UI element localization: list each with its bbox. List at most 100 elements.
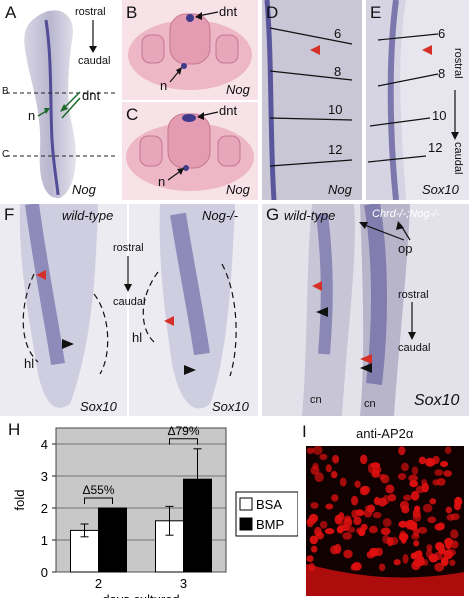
panel-a-gene: Nog	[72, 182, 96, 197]
panel-f-wildtype-label: wild-type	[62, 208, 114, 223]
cell-nucleus	[378, 563, 386, 572]
y-tick-label: 2	[41, 501, 48, 516]
section-c-mark: C	[2, 149, 10, 160]
panel-b-gene: Nog	[226, 82, 250, 97]
panel-g-op-label: op	[398, 241, 413, 256]
panel-g-embryo-image	[302, 204, 416, 416]
panel-f-caudal-label: caudal	[113, 296, 146, 308]
cell-nucleus	[413, 540, 420, 547]
cell-nucleus	[306, 555, 314, 563]
cell-nucleus	[403, 494, 412, 501]
panel-f-gene-left: Sox10	[80, 399, 117, 414]
panel-d-level-12: 12	[328, 142, 343, 157]
cell-nucleus	[347, 526, 356, 533]
cell-nucleus	[398, 446, 406, 456]
panel-d-gene: Nog	[328, 182, 352, 197]
caudal-label: caudal	[78, 55, 111, 67]
panel-a-embryo-image	[6, 10, 116, 199]
panel-g-wildtype-label: wild-type	[284, 208, 336, 223]
cell-nucleus	[449, 559, 456, 566]
n-label: n	[28, 108, 36, 123]
cell-nucleus	[354, 480, 361, 488]
cell-nucleus	[306, 447, 315, 454]
cell-nucleus	[324, 528, 335, 535]
cell-nucleus	[377, 497, 387, 507]
cell-nucleus	[342, 532, 352, 540]
cell-nucleus	[450, 540, 459, 549]
panel-e-rostral-label: rostral	[452, 48, 464, 79]
cell-nucleus	[444, 446, 452, 454]
cell-nucleus	[446, 549, 456, 557]
comparison-bracket	[169, 438, 198, 445]
panel-h-letter: H	[8, 420, 21, 439]
cell-nucleus	[409, 480, 419, 488]
cell-nucleus	[360, 523, 368, 531]
cell-nucleus	[368, 525, 378, 534]
cell-nucleus	[417, 526, 428, 534]
cell-nucleus	[334, 543, 342, 554]
cell-nucleus	[386, 537, 394, 547]
cell-nucleus	[351, 495, 359, 506]
cell-nucleus	[325, 464, 332, 473]
y-tick-label: 3	[41, 469, 48, 484]
ap2-immunostain-image	[306, 446, 464, 596]
cell-nucleus	[426, 544, 433, 552]
panel-h-chart: H 0 1 2 3 4 fold 2 Δ55% 3 Δ79% days cultured BSA BMP	[8, 420, 298, 598]
dnt-label: dnt	[82, 88, 101, 103]
cell-nucleus	[363, 509, 373, 518]
panel-e-level-10: 10	[432, 108, 447, 123]
cell-nucleus	[380, 527, 391, 536]
cell-nucleus	[360, 454, 368, 465]
panel-g: G wild-type Chrd-/-;Nog-/- op rostral ca…	[262, 204, 469, 416]
cell-nucleus	[313, 446, 323, 455]
panel-a: A rostral caudal B C dnt n Nog	[0, 0, 118, 200]
cell-nucleus	[401, 462, 409, 472]
cell-nucleus	[382, 518, 392, 527]
cell-nucleus	[412, 512, 422, 522]
panel-g-letter: G	[266, 205, 280, 224]
cell-nucleus	[434, 469, 444, 476]
panel-c-gene: Nog	[226, 182, 250, 197]
panel-e-level-6: 6	[438, 26, 446, 41]
cell-nucleus	[372, 511, 382, 519]
panel-a-letter: A	[5, 3, 17, 22]
cell-nucleus	[397, 473, 407, 480]
cell-nucleus	[350, 564, 357, 571]
panel-e: E 6 8 10 12 rostral caudal Sox10	[366, 0, 469, 200]
cell-nucleus	[310, 465, 320, 475]
panel-f-letter: F	[4, 205, 15, 224]
panel-c-dnt-label: dnt	[219, 103, 238, 118]
panel-g-cn-left: cn	[310, 394, 322, 406]
cell-nucleus	[411, 533, 420, 540]
cell-nucleus	[418, 456, 426, 465]
panel-e-level-12: 12	[428, 140, 443, 155]
cell-nucleus	[339, 477, 347, 487]
panel-c-letter: C	[126, 105, 139, 124]
cell-nucleus	[319, 520, 328, 529]
cell-nucleus	[315, 531, 325, 540]
cell-nucleus	[429, 498, 437, 505]
cell-nucleus	[401, 505, 410, 514]
cell-nucleus	[427, 516, 437, 524]
panel-e-embryo-image	[366, 0, 459, 200]
cell-nucleus	[410, 490, 420, 501]
cell-nucleus	[371, 469, 380, 478]
panel-f-hl-right: hl	[132, 330, 143, 345]
y-tick-label: 1	[41, 533, 48, 548]
panel-f-embryo-image	[19, 204, 237, 416]
panel-c-section-image	[126, 111, 254, 191]
cell-nucleus	[308, 513, 319, 523]
cell-nucleus	[434, 523, 445, 531]
panel-f: F wild-type Nog-/- rostral caudal hl hl …	[0, 204, 258, 416]
cell-nucleus	[380, 474, 390, 484]
panel-d: D 6 8 10 12 Nog	[262, 0, 362, 200]
annotation-label: Δ55%	[82, 483, 114, 497]
cell-nucleus	[309, 535, 318, 545]
cell-nucleus	[359, 486, 367, 495]
cell-nucleus	[440, 461, 449, 467]
cell-nucleus	[398, 520, 408, 528]
cell-nucleus	[353, 516, 362, 526]
cell-nucleus	[440, 556, 449, 567]
cell-nucleus	[311, 545, 318, 553]
rostral-label: rostral	[75, 6, 106, 18]
